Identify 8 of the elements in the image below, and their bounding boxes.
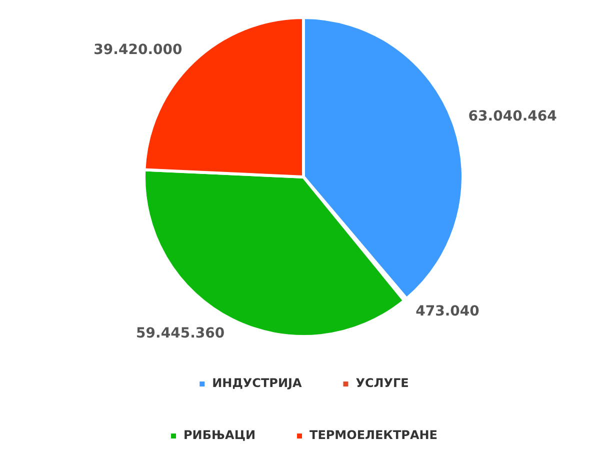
legend-label: УСЛУГЕ [356, 376, 409, 390]
data-label: 59.445.360 [136, 325, 225, 342]
data-label: 39.420.000 [94, 42, 182, 58]
data-label: 63.040.464 [468, 108, 558, 124]
legend-label: ИНДУСТРИЈА [212, 376, 302, 390]
legend-label: РИБЊАЦИ [184, 428, 256, 442]
data-label: 473.040 [416, 304, 480, 320]
legend-label: ТЕРМОЕЛЕКТРАНЕ [310, 428, 438, 442]
